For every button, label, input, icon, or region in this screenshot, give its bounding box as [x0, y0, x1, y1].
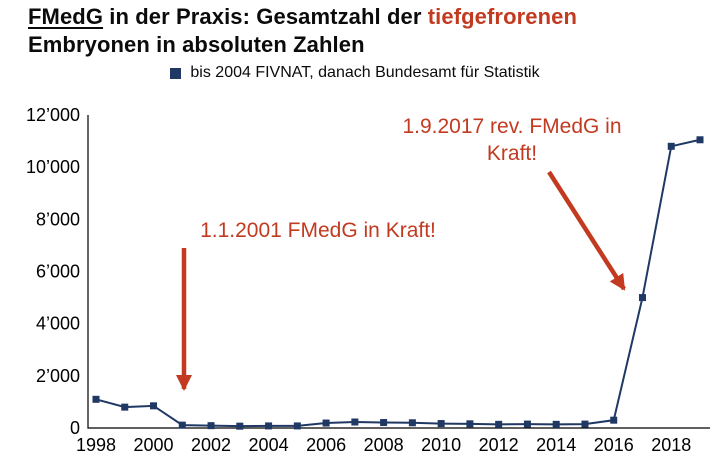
- data-point: [581, 420, 589, 428]
- data-point: [322, 419, 330, 427]
- data-point: [466, 420, 474, 428]
- axes: [87, 115, 710, 429]
- chart-title: FMedG in der Praxis: Gesamtzahl der tief…: [28, 3, 577, 59]
- data-line: [95, 138, 701, 428]
- x-axis-label: 1998: [76, 435, 116, 455]
- annotation-text: 1.1.2001 FMedG in Kraft!: [200, 219, 436, 242]
- data-point: [523, 420, 531, 428]
- data-point: [92, 395, 100, 403]
- data-point: [380, 419, 388, 427]
- data-point: [408, 419, 416, 427]
- legend: bis 2004 FIVNAT, danach Bundesamt für St…: [0, 64, 710, 82]
- annotation-text: 1.9.2017 rev. FMedG in: [402, 115, 621, 138]
- x-axis-label: 2010: [421, 435, 461, 455]
- annotation-text: Kraft!: [487, 142, 537, 165]
- x-axis-label: 2004: [249, 435, 289, 455]
- data-point: [437, 420, 445, 428]
- data-point: [236, 422, 244, 430]
- data-point: [638, 294, 646, 302]
- y-axis-label: 8’000: [36, 209, 80, 229]
- data-point: [265, 422, 273, 430]
- y-axis-label: 6’000: [36, 262, 80, 282]
- y-axis-label: 2’000: [36, 366, 80, 386]
- y-axis-label: 0: [70, 418, 80, 438]
- x-axis-label: 2000: [134, 435, 174, 455]
- x-axis-label: 2014: [536, 435, 576, 455]
- x-axis-label: 2008: [364, 435, 404, 455]
- data-point: [121, 403, 129, 411]
- x-axis-label: 2012: [479, 435, 519, 455]
- data-point: [667, 142, 675, 150]
- legend-label: bis 2004 FIVNAT, danach Bundesamt für St…: [190, 64, 540, 81]
- data-point: [178, 421, 186, 429]
- data-point: [150, 402, 158, 410]
- x-axis-label: 2002: [191, 435, 231, 455]
- annotation-arrow: [547, 170, 626, 291]
- data-point: [207, 422, 215, 430]
- x-axis-label: 2006: [306, 435, 346, 455]
- x-axis-label: 2018: [651, 435, 691, 455]
- y-axis-label: 10’000: [26, 157, 80, 177]
- legend-square-marker-icon: [170, 67, 182, 79]
- title-highlight: tiefgefrorenen: [427, 4, 578, 29]
- data-point: [610, 416, 618, 424]
- data-point: [552, 420, 560, 428]
- y-axis-label: 4’000: [36, 314, 80, 334]
- y-axis-label: 12’000: [26, 105, 80, 125]
- data-point: [495, 420, 503, 428]
- title-line2: Embryonen in absoluten Zahlen: [28, 32, 365, 58]
- data-point: [696, 136, 704, 144]
- line-chart-canvas: 0 2’000 4’000 6’000 8’000 10’000 12’000 1998 200…: [26, 105, 710, 455]
- x-axis-label: 2016: [594, 435, 634, 455]
- title-fmedg: FMedG: [28, 4, 104, 29]
- title-rest: in der Praxis: Gesamtzahl der: [103, 4, 428, 29]
- data-point: [351, 418, 359, 426]
- data-point: [293, 422, 301, 430]
